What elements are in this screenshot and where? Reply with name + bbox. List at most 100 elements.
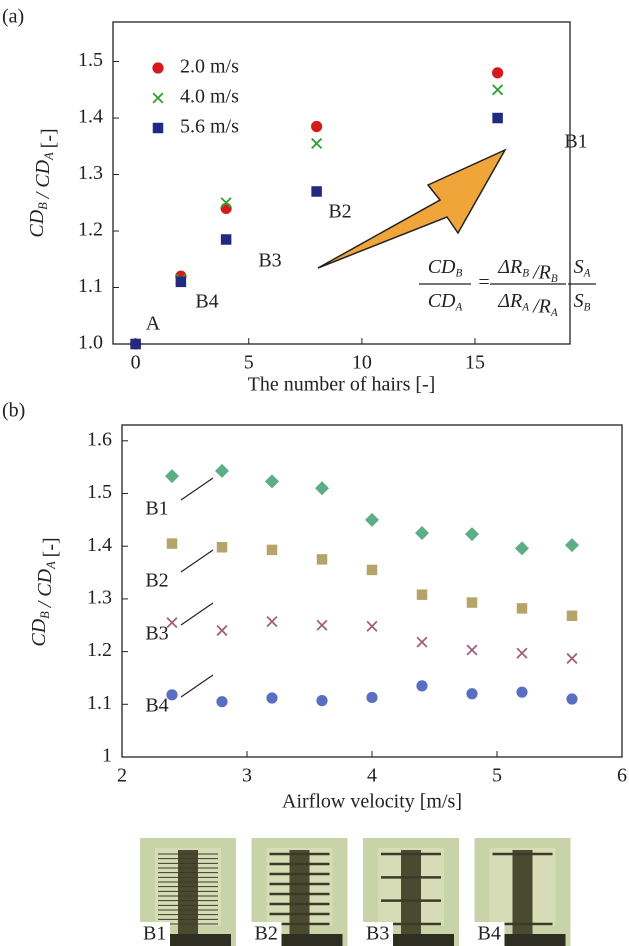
y-tick-label: 1.4 (87, 534, 112, 556)
specimen-stem (401, 850, 421, 946)
point (516, 686, 528, 698)
point (216, 624, 228, 637)
point (566, 610, 578, 622)
y-tick-label: 1.0 (78, 332, 103, 354)
series-label: B2 (145, 570, 168, 592)
panel-label: (b) (2, 400, 25, 422)
series-label: B3 (145, 623, 168, 645)
point (311, 137, 323, 149)
point (316, 554, 328, 565)
photo-label: B3 (366, 923, 389, 945)
y-tick-label: 1.4 (78, 106, 103, 128)
formula-numerator-sub: B (522, 267, 529, 279)
annotation: A (146, 313, 161, 335)
x-tick-label: 0 (131, 352, 141, 374)
specimen-stem (178, 850, 198, 946)
point (315, 481, 329, 496)
point (220, 202, 232, 215)
legend-marker (152, 62, 164, 74)
point (216, 542, 228, 553)
series-label: B4 (145, 695, 168, 717)
legend-marker (152, 92, 164, 104)
point (566, 693, 578, 705)
y-tick-label: 1.1 (87, 692, 112, 714)
y-axis-label-sub: A (44, 561, 58, 570)
y-axis-label-sub: A (42, 152, 56, 161)
point (220, 234, 232, 245)
x-tick-label: 6 (617, 765, 627, 787)
point (311, 120, 323, 133)
formula-numerator: SA (574, 256, 591, 279)
point (316, 695, 328, 707)
point (165, 469, 179, 484)
panel-label: (a) (2, 6, 24, 28)
annotation: B3 (258, 250, 281, 272)
legend-label: 2.0 m/s (180, 56, 239, 78)
point (220, 197, 232, 209)
photo-label-box (474, 922, 505, 946)
point (266, 544, 278, 556)
annotation: B4 (195, 291, 218, 313)
series-label: B1 (145, 498, 168, 520)
y-axis-label-sub: B (38, 611, 52, 619)
photo-label: B2 (255, 923, 278, 945)
y-axis-label-part: [-] (38, 128, 60, 148)
point (265, 474, 279, 489)
annotation: B1 (564, 131, 587, 153)
photo-label-box (140, 922, 170, 946)
formula-equals: = (478, 272, 489, 294)
y-axis-label-part: [-] (40, 537, 62, 557)
formula-denominator-sub: A (521, 301, 529, 313)
point (366, 620, 378, 632)
formula-numerator-part: CD (428, 256, 456, 278)
formula-denominator-sub: A (550, 306, 558, 318)
y-axis-label-part: / CD (32, 159, 54, 199)
point (366, 564, 378, 576)
plot-frame (112, 21, 571, 345)
point (215, 463, 229, 478)
formula-denominator: CDA (428, 290, 463, 313)
point (465, 527, 479, 542)
point (316, 619, 328, 631)
point (365, 512, 379, 527)
x-tick-label: 4 (367, 765, 377, 787)
x-axis-label: The number of hairs [-] (248, 374, 436, 396)
x-tick-label: 3 (242, 765, 252, 787)
point (216, 696, 228, 708)
x-tick-label: 2 (117, 765, 127, 787)
point (416, 636, 428, 648)
x-axis-label: Airflow velocity [m/s] (282, 791, 462, 813)
point (515, 541, 529, 556)
point (416, 589, 428, 600)
point (416, 680, 428, 692)
trend-arrow (317, 148, 507, 269)
plot-frame (121, 424, 623, 758)
y-tick-label: 1.2 (78, 219, 103, 241)
leader-line (180, 602, 214, 626)
point (366, 691, 378, 704)
y-tick-label: 1.3 (87, 586, 112, 608)
annotation: B2 (328, 201, 351, 223)
point (266, 616, 278, 628)
point (466, 644, 478, 656)
point (166, 689, 178, 701)
specimen-stem (512, 850, 533, 946)
formula-denominator-part: /R (532, 295, 551, 317)
x-tick-label: 5 (492, 765, 502, 787)
x-tick-label: 15 (465, 352, 485, 374)
formula-denominator-sub: B (584, 301, 591, 313)
formula-numerator-sub: A (583, 267, 591, 279)
point (492, 112, 503, 124)
point (415, 526, 429, 541)
formula-denominator-part: S (574, 290, 584, 312)
point (466, 597, 478, 608)
y-tick-label: 1.5 (87, 481, 112, 503)
x-tick-label: 10 (352, 352, 372, 374)
y-tick-label: 1 (102, 745, 112, 767)
point (166, 617, 178, 629)
formula-numerator: CDB (428, 256, 463, 279)
photo-label-box (251, 922, 282, 946)
y-axis-label-part: / CD (34, 568, 56, 608)
y-axis-label-part: CD (26, 209, 48, 237)
